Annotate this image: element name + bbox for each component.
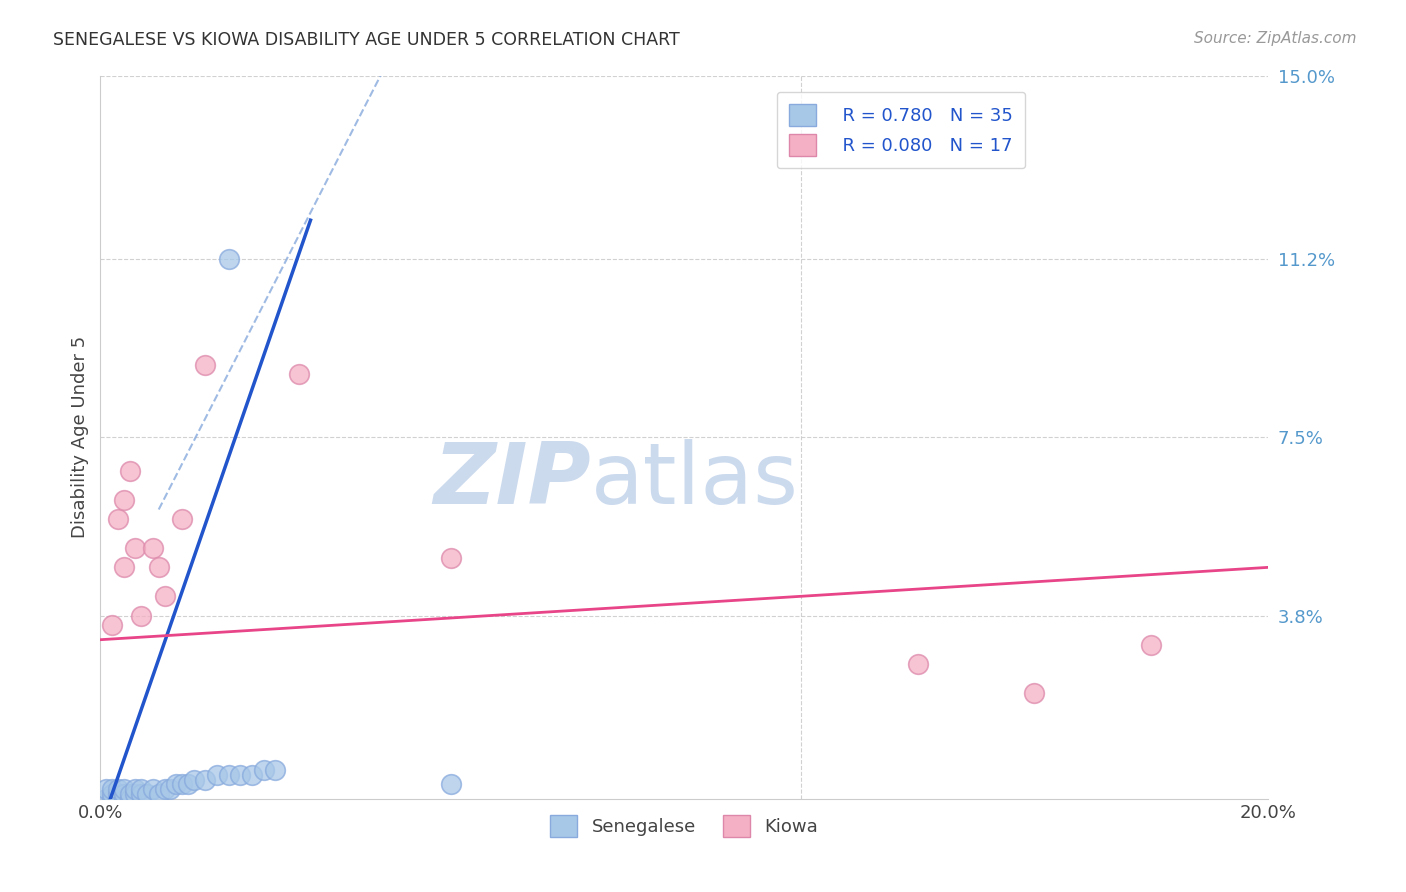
Text: SENEGALESE VS KIOWA DISABILITY AGE UNDER 5 CORRELATION CHART: SENEGALESE VS KIOWA DISABILITY AGE UNDER… <box>53 31 681 49</box>
Point <box>101 787 124 801</box>
Point <box>253 763 276 777</box>
Point <box>112 792 135 806</box>
Point <box>107 787 129 801</box>
Point <box>172 512 194 526</box>
Point <box>153 782 176 797</box>
Point <box>107 782 129 797</box>
Point <box>439 550 461 565</box>
Text: ZIP: ZIP <box>433 439 591 522</box>
Point <box>118 787 141 801</box>
Point <box>101 792 124 806</box>
Point <box>101 782 124 797</box>
Point <box>907 657 929 671</box>
Point <box>118 464 141 478</box>
Point <box>159 782 181 797</box>
Point <box>142 782 165 797</box>
Point <box>129 787 152 801</box>
Text: Source: ZipAtlas.com: Source: ZipAtlas.com <box>1194 31 1357 46</box>
Point <box>148 787 170 801</box>
Point <box>136 787 159 801</box>
Point <box>112 782 135 797</box>
Point <box>153 590 176 604</box>
Point <box>1140 638 1163 652</box>
Point <box>172 777 194 791</box>
Point <box>177 777 200 791</box>
Point <box>124 541 146 555</box>
Point <box>183 772 205 787</box>
Point <box>118 792 141 806</box>
Point <box>205 768 228 782</box>
Point <box>264 763 287 777</box>
Point <box>107 512 129 526</box>
Point <box>142 541 165 555</box>
Point <box>1024 686 1046 700</box>
Point <box>288 368 311 382</box>
Point <box>124 782 146 797</box>
Point <box>218 252 240 266</box>
Point <box>129 608 152 623</box>
Point <box>240 768 263 782</box>
Point <box>165 777 187 791</box>
Point <box>124 787 146 801</box>
Point <box>129 782 152 797</box>
Point <box>194 358 217 372</box>
Legend: Senegalese, Kiowa: Senegalese, Kiowa <box>543 807 825 844</box>
Point <box>112 787 135 801</box>
Point <box>107 792 129 806</box>
Point <box>101 618 124 632</box>
Point <box>218 768 240 782</box>
Point <box>96 782 118 797</box>
Text: atlas: atlas <box>591 439 799 522</box>
Point <box>112 560 135 574</box>
Point <box>439 777 461 791</box>
Point <box>148 560 170 574</box>
Point <box>194 772 217 787</box>
Y-axis label: Disability Age Under 5: Disability Age Under 5 <box>72 336 89 538</box>
Point <box>229 768 252 782</box>
Point <box>96 792 118 806</box>
Point <box>112 492 135 507</box>
